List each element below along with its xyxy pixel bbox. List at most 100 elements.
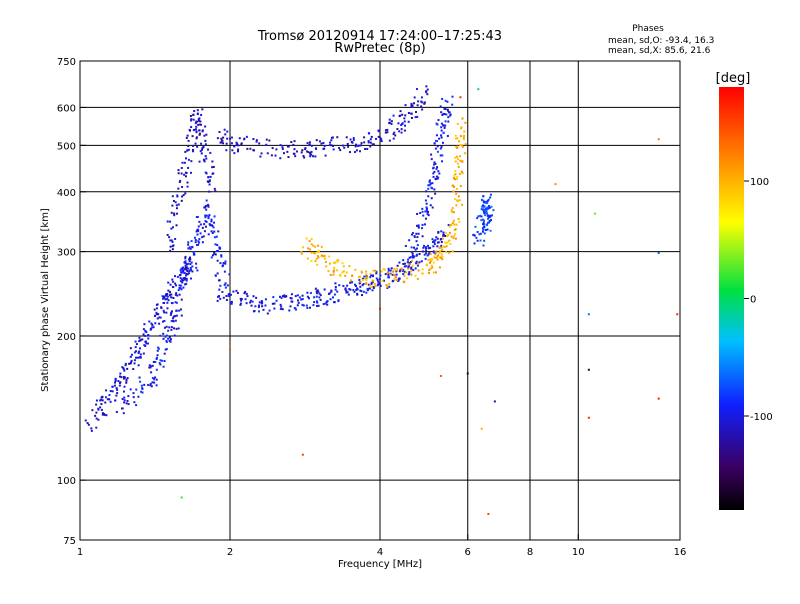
data-point xyxy=(455,178,458,181)
data-point xyxy=(279,307,282,310)
x-tick-label: 6 xyxy=(465,547,471,558)
data-point xyxy=(409,260,412,263)
data-point xyxy=(195,266,198,269)
data-point xyxy=(169,283,172,286)
data-point xyxy=(447,234,450,237)
data-point xyxy=(314,260,317,263)
data-point xyxy=(190,171,193,174)
data-point xyxy=(214,253,217,256)
data-point xyxy=(113,384,116,387)
data-point xyxy=(204,139,207,142)
data-point xyxy=(158,316,161,319)
data-point xyxy=(168,326,171,329)
data-point xyxy=(439,105,442,108)
data-point xyxy=(100,403,103,406)
data-point xyxy=(333,266,336,269)
data-point xyxy=(158,322,161,325)
data-point xyxy=(213,187,216,190)
data-point xyxy=(318,296,321,299)
data-point xyxy=(386,131,389,134)
data-point xyxy=(444,241,447,244)
data-point xyxy=(114,399,117,402)
data-point xyxy=(440,111,443,114)
data-point xyxy=(413,235,416,238)
data-point xyxy=(431,238,434,241)
data-point xyxy=(133,362,136,365)
data-point xyxy=(163,311,166,314)
data-point xyxy=(205,133,208,136)
data-point xyxy=(219,262,222,265)
data-point xyxy=(487,512,490,515)
data-point xyxy=(434,239,437,242)
data-point xyxy=(204,205,207,208)
data-point xyxy=(481,227,484,230)
data-point xyxy=(195,131,198,134)
data-point xyxy=(111,390,114,393)
data-point xyxy=(205,214,208,217)
data-point xyxy=(403,129,406,132)
data-point xyxy=(150,327,153,330)
data-point xyxy=(371,289,374,292)
data-point xyxy=(410,102,413,105)
data-point xyxy=(207,233,210,236)
data-point xyxy=(167,329,170,332)
data-point xyxy=(175,309,178,312)
data-point xyxy=(480,219,483,222)
data-point xyxy=(390,267,393,270)
data-point xyxy=(167,337,170,340)
data-point xyxy=(428,180,431,183)
y-tick-label: 100 xyxy=(57,476,76,487)
data-point xyxy=(554,183,557,186)
data-point xyxy=(148,364,151,367)
data-point xyxy=(216,299,219,302)
data-point xyxy=(199,150,202,153)
data-point xyxy=(192,150,195,153)
data-point xyxy=(143,323,146,326)
data-point xyxy=(444,234,447,237)
data-point xyxy=(180,172,183,175)
stats-heading: Phases xyxy=(632,24,664,34)
data-point xyxy=(319,298,322,301)
data-point xyxy=(430,153,433,156)
data-point xyxy=(410,246,413,249)
data-point xyxy=(226,130,229,133)
data-point xyxy=(367,140,370,143)
data-point xyxy=(161,295,164,298)
data-point xyxy=(142,352,145,355)
data-point xyxy=(455,223,458,226)
data-point xyxy=(415,247,418,250)
data-point xyxy=(104,401,107,404)
data-point xyxy=(369,274,372,277)
data-point xyxy=(171,204,174,207)
data-point xyxy=(461,144,464,147)
data-point xyxy=(183,267,186,270)
data-point xyxy=(453,223,456,226)
data-point xyxy=(358,144,361,147)
data-point xyxy=(359,285,362,288)
data-point xyxy=(424,223,427,226)
data-point xyxy=(252,149,255,152)
data-point xyxy=(329,298,332,301)
data-point xyxy=(362,282,365,285)
data-point xyxy=(170,328,173,331)
data-point xyxy=(374,285,377,288)
data-point xyxy=(167,289,170,292)
data-point xyxy=(170,310,173,313)
data-point xyxy=(336,136,339,139)
data-point xyxy=(396,269,399,272)
data-point xyxy=(143,344,146,347)
data-point xyxy=(198,119,201,122)
data-point xyxy=(486,214,489,217)
data-point xyxy=(341,271,344,274)
data-point xyxy=(334,286,337,289)
data-point xyxy=(435,236,438,239)
data-point xyxy=(165,293,168,296)
data-point xyxy=(170,302,173,305)
data-point xyxy=(313,296,316,299)
data-point xyxy=(126,367,129,370)
data-point xyxy=(394,134,397,137)
data-point xyxy=(138,350,141,353)
data-point xyxy=(447,224,450,227)
data-point xyxy=(416,104,419,107)
